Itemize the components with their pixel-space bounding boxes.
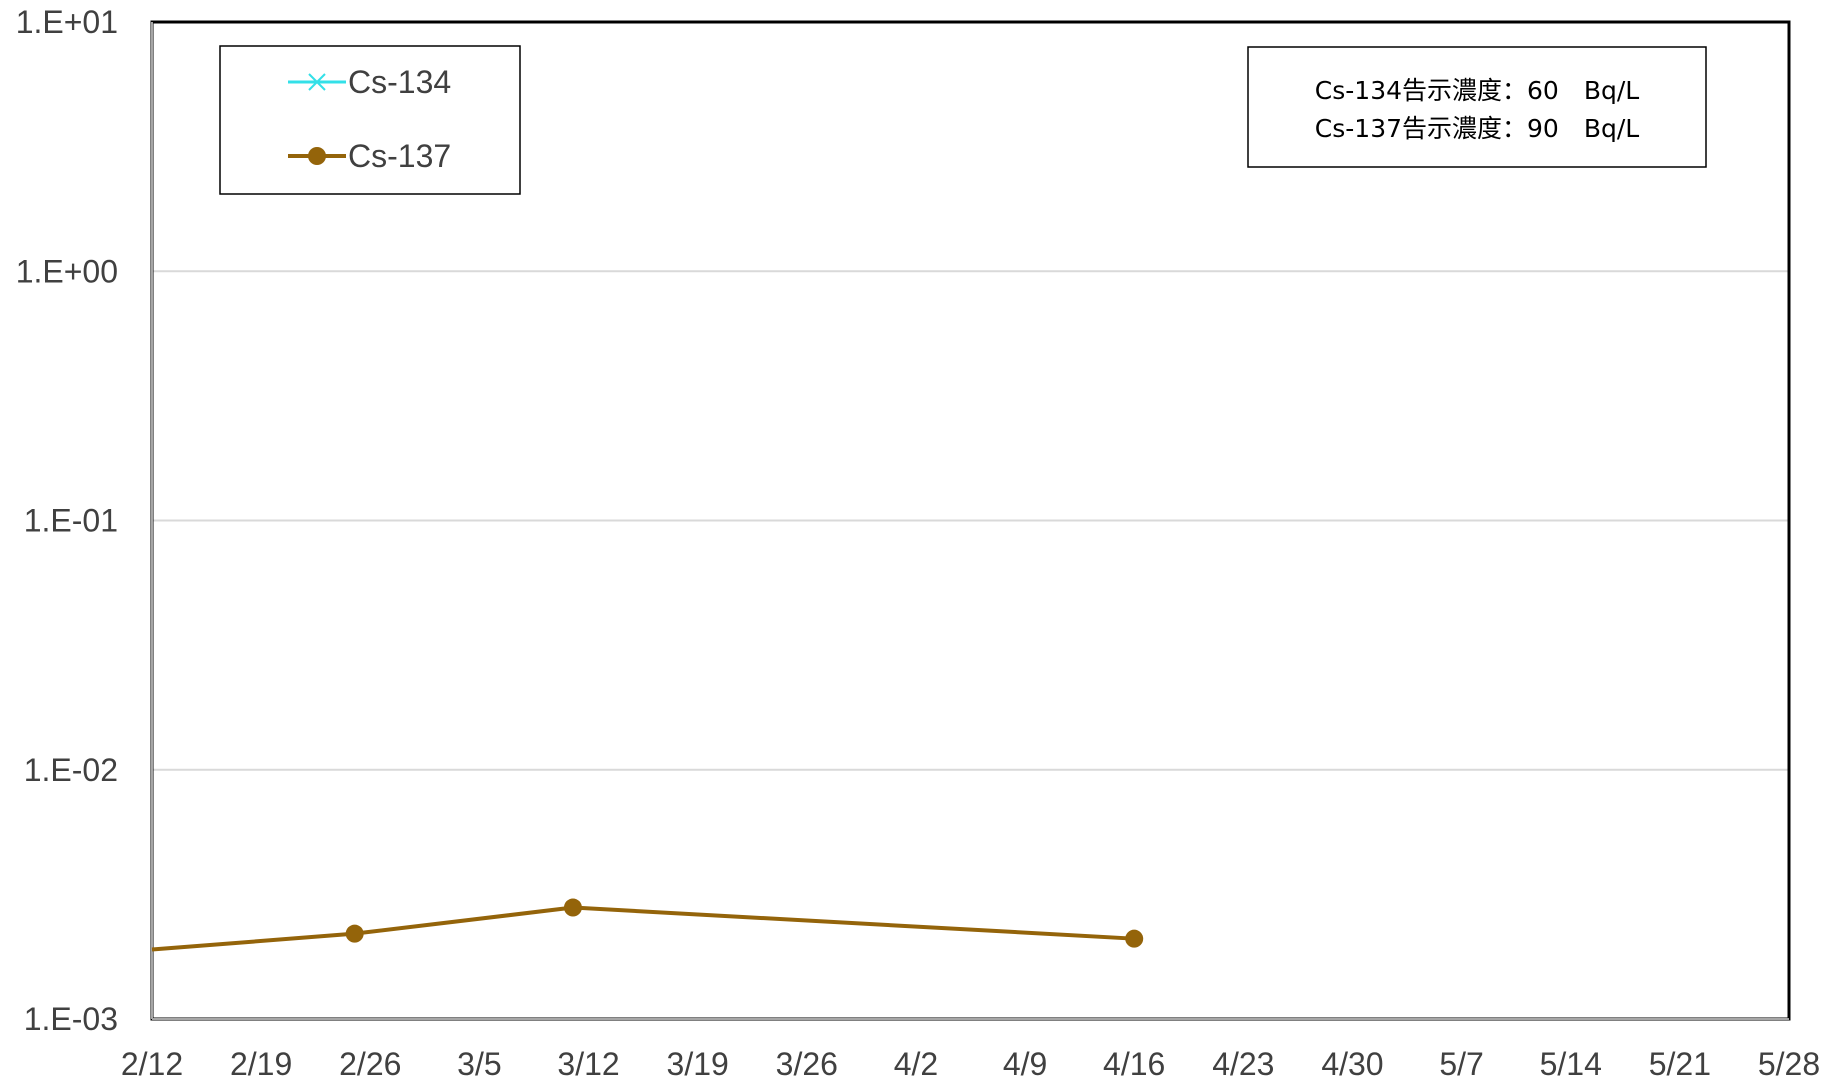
legend-label-cs134: Cs-134: [348, 64, 451, 100]
x-tick-label: 5/28: [1758, 1046, 1820, 1082]
legend-circle-marker: [308, 147, 326, 165]
y-tick-label: 1.E-01: [24, 503, 118, 539]
note-box: [1247, 46, 1707, 168]
data-point: [563, 898, 582, 917]
y-tick-label: 1.E-03: [24, 1001, 118, 1037]
legend-item-cs134: Cs-134: [288, 64, 451, 100]
x-tick-label: 4/30: [1321, 1046, 1383, 1082]
x-tick-label: 2/19: [230, 1046, 292, 1082]
note-line-cs137: Cs-137告示濃度：90 Bq/L: [1315, 114, 1639, 143]
x-tick-label: 4/2: [894, 1046, 938, 1082]
x-tick-label: 3/12: [557, 1046, 619, 1082]
x-tick-label: 5/14: [1540, 1046, 1602, 1082]
x-tick-label: 2/12: [121, 1046, 183, 1082]
legend-box: [219, 45, 521, 195]
x-tick-label: 4/16: [1103, 1046, 1165, 1082]
x-tick-label: 4/23: [1212, 1046, 1274, 1082]
x-tick-label: 3/26: [776, 1046, 838, 1082]
x-tick-label: 2/26: [339, 1046, 401, 1082]
legend-x-marker: [308, 73, 326, 91]
gridlines: [152, 270, 1789, 771]
note-line-cs134: Cs-134告示濃度：60 Bq/L: [1315, 76, 1639, 105]
data-point: [1125, 929, 1144, 948]
x-tick-label: 3/19: [667, 1046, 729, 1082]
y-tick-label: 1.E+00: [16, 253, 118, 289]
y-axis-ticks: 1.E-03 1.E-02 1.E-01 1.E+00 1.E+01: [16, 4, 118, 1037]
x-axis-ticks: 2/12 2/19 2/26 3/5 3/12 3/19 3/26 4/2 4/9 4/16 4/2…: [121, 1046, 1820, 1082]
legend-item-cs137: Cs-137: [288, 138, 451, 174]
x-tick-label: 5/7: [1439, 1046, 1483, 1082]
concentration-limit-note: Cs-134告示濃度：60 Bq/L Cs-137告示濃度：90 Bq/L: [1247, 46, 1707, 168]
x-tick-label: 3/5: [457, 1046, 501, 1082]
legend-label-cs137: Cs-137: [348, 138, 451, 174]
series-layer: [151, 898, 1144, 952]
y-tick-label: 1.E+01: [16, 4, 118, 40]
x-tick-label: 5/21: [1649, 1046, 1711, 1082]
legend: Cs-134 Cs-137: [219, 45, 521, 195]
y-tick-label: 1.E-02: [24, 752, 118, 788]
data-point: [345, 924, 364, 943]
series-line-cs-137: [151, 905, 1135, 952]
x-tick-label: 4/9: [1003, 1046, 1047, 1082]
